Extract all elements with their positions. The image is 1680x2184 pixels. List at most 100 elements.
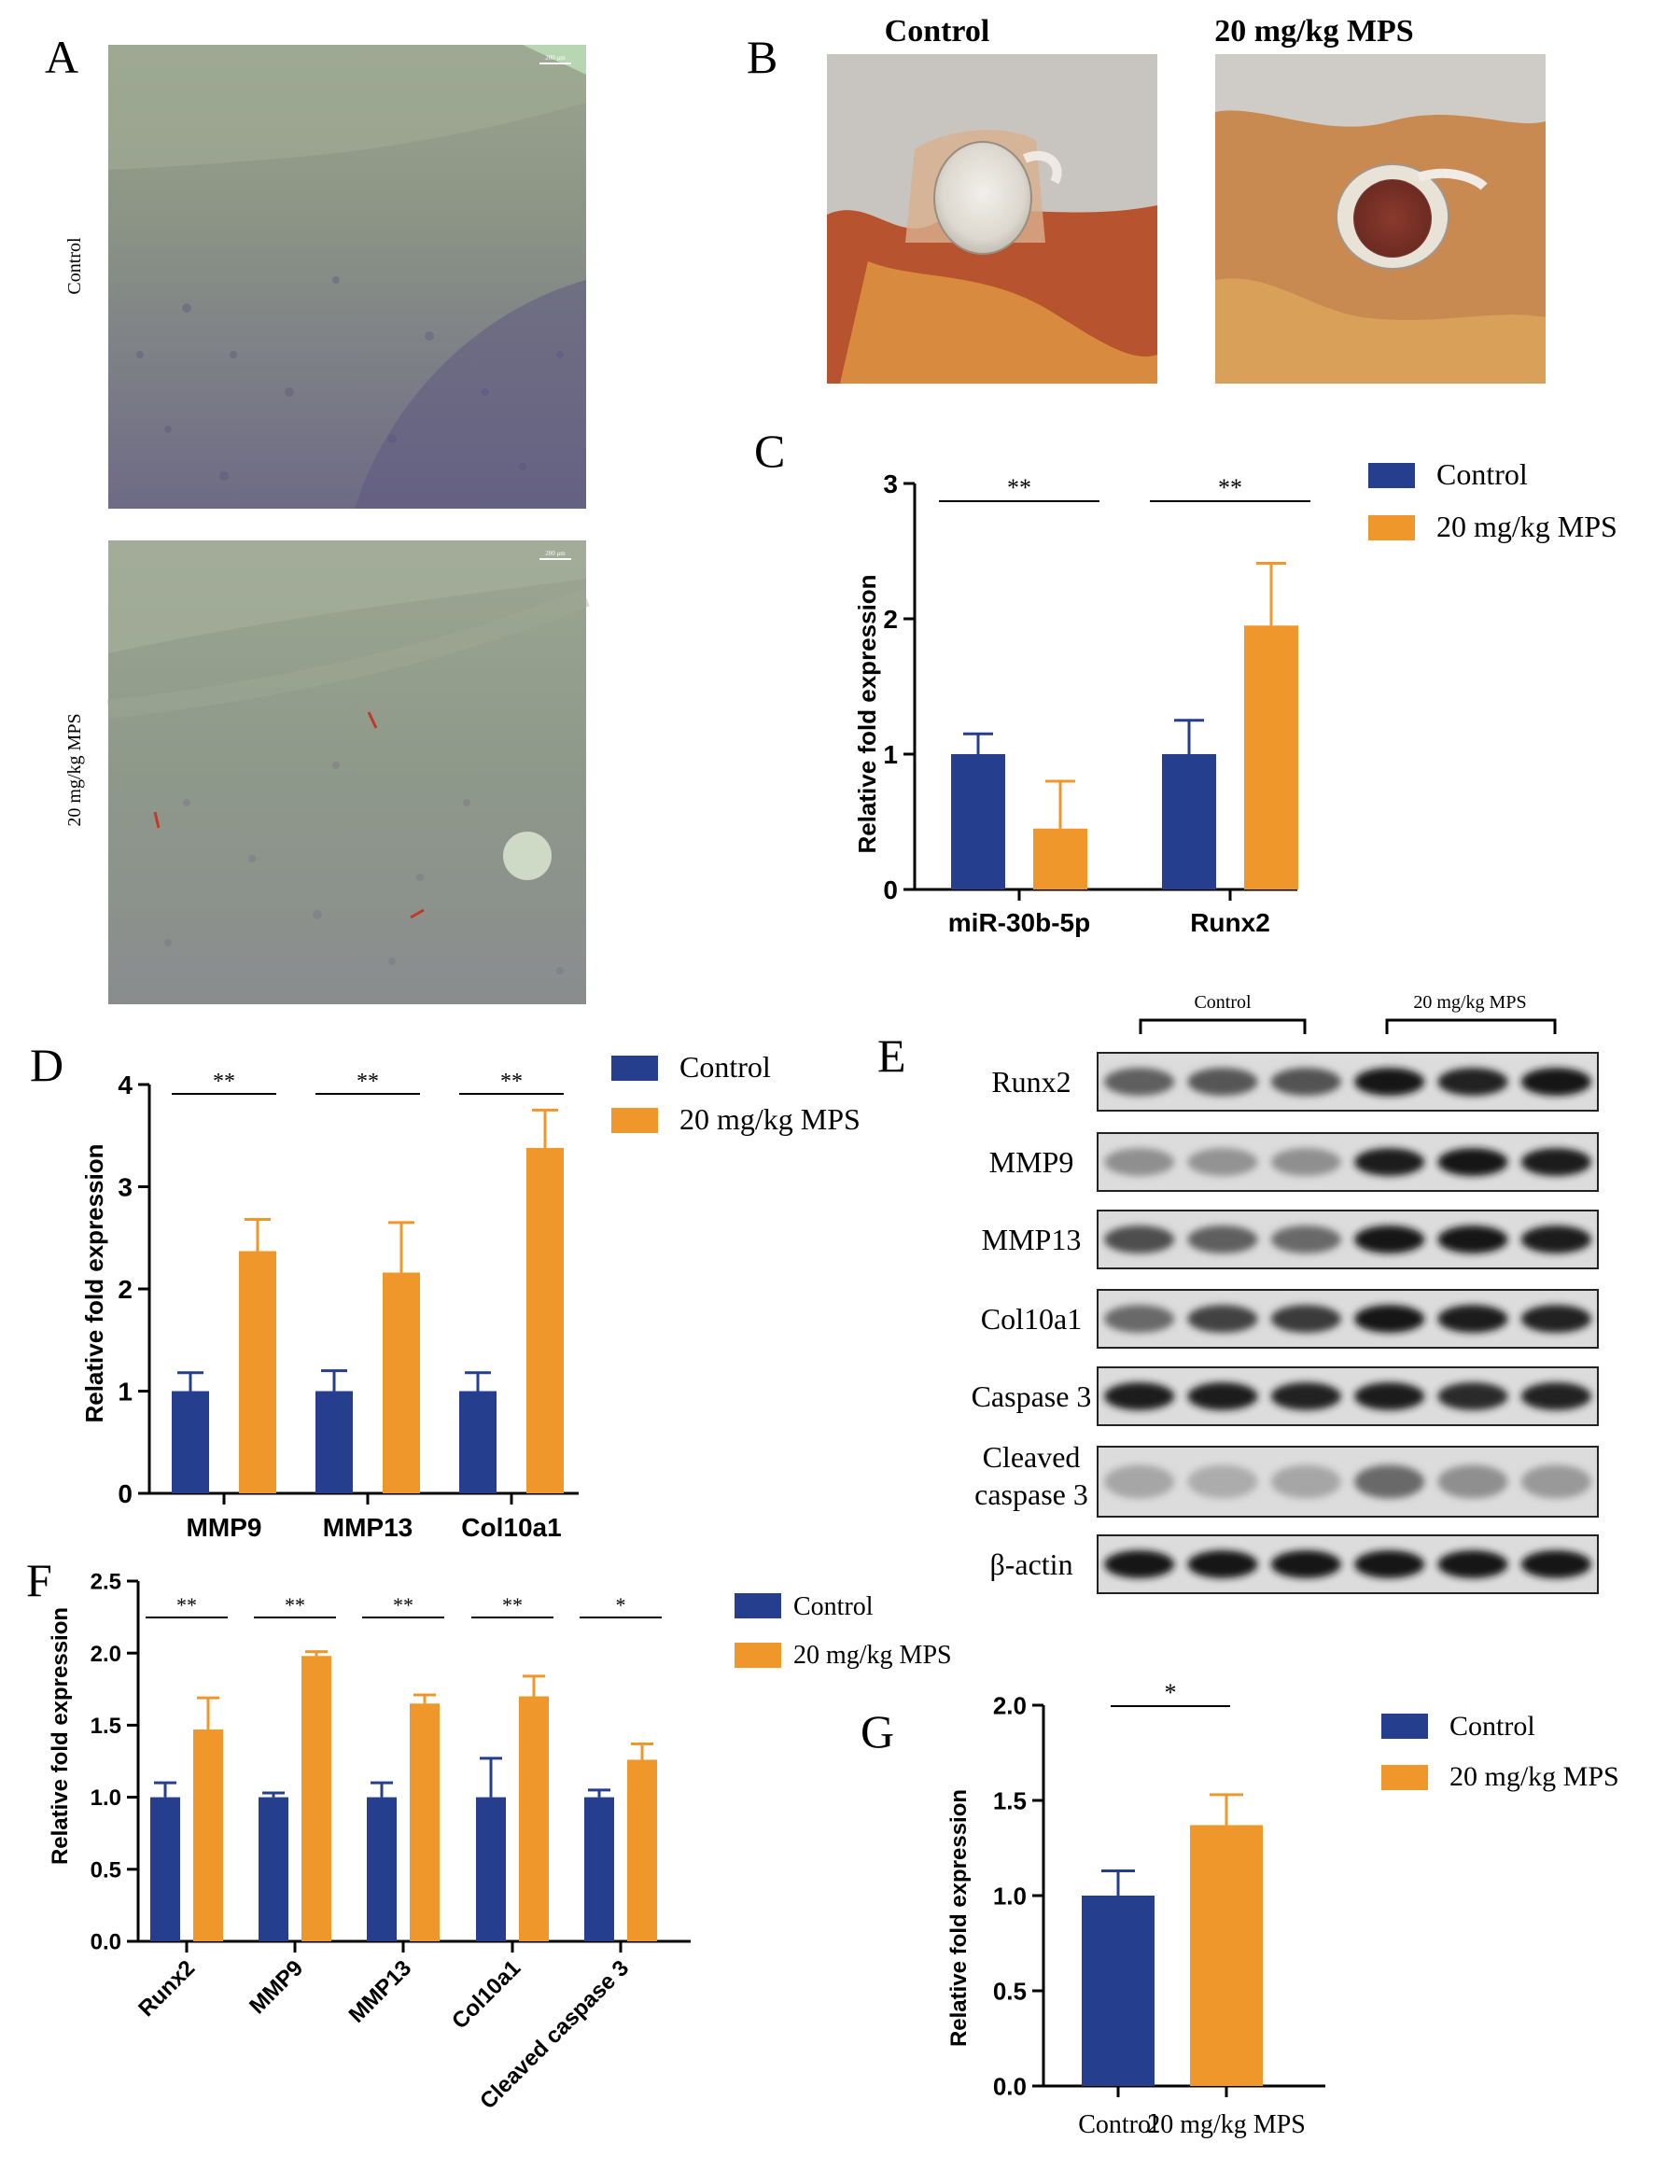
- chart-f-legend-swatch-mps: [735, 1643, 781, 1668]
- chart-f: Relative fold expression Control 20 mg/k…: [48, 1570, 952, 2115]
- blot-bracket-mps: [1385, 1018, 1557, 1034]
- panel-a: 200 μm 200 μm Control 20 mg/kg MPS: [64, 45, 590, 1004]
- chart-d-legend-label-mps: 20 mg/kg MPS: [679, 1102, 861, 1136]
- chart-d-category-label: Col10a1: [461, 1513, 561, 1542]
- chart-g-legend: Control 20 mg/kg MPS: [1381, 1711, 1619, 1792]
- chart-c-ylabel: Relative fold expression: [853, 574, 881, 853]
- chart-f-legend: Control 20 mg/kg MPS: [735, 1592, 952, 1670]
- blot-membrane: [1097, 1366, 1599, 1426]
- chart-f-bar-mps: [519, 1696, 549, 1941]
- chart-g-ytick-label: 1.0: [993, 1882, 1027, 1910]
- blot-band: [1354, 1225, 1425, 1253]
- photo-title-mps: 20 mg/kg MPS: [1214, 14, 1413, 49]
- chart-f-significance-mark: **: [176, 1593, 197, 1617]
- blot-row: Runx2: [991, 1052, 1599, 1112]
- chart-f-category-label: MMP13: [344, 1955, 417, 2028]
- blot-band: [1354, 1464, 1425, 1499]
- blot-band: [1437, 1305, 1508, 1333]
- blot-row: Col10a1: [981, 1289, 1599, 1349]
- chart-d-ytick-label: 3: [118, 1173, 133, 1202]
- blot-band: [1187, 1550, 1258, 1578]
- blot-membrane: [1097, 1534, 1599, 1594]
- panel-label-e: E: [877, 1029, 906, 1082]
- blot-band: [1437, 1225, 1508, 1253]
- blot-membrane: [1097, 1052, 1599, 1112]
- blot-band: [1354, 1068, 1425, 1096]
- blot-membrane: [1097, 1132, 1599, 1192]
- histology-label-mps: 20 mg/kg MPS: [64, 713, 85, 826]
- blot-band: [1104, 1068, 1175, 1096]
- blot-band: [1187, 1225, 1258, 1253]
- blot-row-label: caspase 3: [974, 1477, 1088, 1511]
- panel-label-d: D: [30, 1039, 63, 1091]
- chart-f-legend-label-mps: 20 mg/kg MPS: [793, 1641, 952, 1670]
- blot-row-label: MMP13: [982, 1223, 1082, 1256]
- chart-d-legend-label-control: Control: [679, 1050, 771, 1084]
- panel-label-f: F: [26, 1554, 52, 1606]
- chart-d-bar-control: [459, 1391, 497, 1493]
- scale-text-control: 200 μm: [545, 54, 566, 62]
- red-arrow-1: [367, 711, 378, 729]
- chart-g-category-label: Control: [1078, 2110, 1158, 2139]
- blot-band: [1187, 1382, 1258, 1410]
- chart-g-bar-control: [1082, 1896, 1155, 2086]
- chart-c-ytick-label: 1: [883, 740, 898, 769]
- chart-f-significance-mark: **: [393, 1593, 413, 1617]
- chart-d-ytick-label: 4: [118, 1071, 133, 1099]
- chart-g-ytick-label: 0.0: [993, 2072, 1027, 2100]
- blot-row-label: MMP9: [989, 1145, 1074, 1179]
- chart-f-bar-control: [367, 1797, 397, 1941]
- chart-c-significance-mark: **: [1218, 474, 1242, 501]
- chart-f-bar-control: [584, 1797, 614, 1941]
- blot-band: [1270, 1550, 1341, 1578]
- chart-d-bar-control: [315, 1391, 353, 1493]
- chart-f-significance-mark: **: [285, 1593, 305, 1617]
- chart-c-legend-label-mps: 20 mg/kg MPS: [1436, 510, 1617, 543]
- chart-f-category-label: Runx2: [133, 1955, 200, 2022]
- blot-band: [1520, 1068, 1591, 1096]
- blot-band: [1437, 1068, 1508, 1096]
- blot-band: [1270, 1305, 1341, 1333]
- blot-row: β-actin: [989, 1534, 1599, 1594]
- blot-band: [1104, 1550, 1175, 1578]
- lesion-spot: [503, 832, 552, 880]
- chart-g-significance-mark: *: [1165, 1679, 1177, 1706]
- histology-texture-mps: [164, 762, 564, 974]
- blot-band: [1270, 1068, 1341, 1096]
- chart-f-ylabel: Relative fold expression: [48, 1607, 73, 1865]
- blot-row: MMP13: [982, 1210, 1599, 1269]
- chart-g-category-label: 20 mg/kg MPS: [1147, 2110, 1306, 2139]
- chart-c-category-label: Runx2: [1190, 908, 1270, 937]
- chart-f-ytick-label: 0.0: [91, 1930, 121, 1955]
- chart-f-ytick-label: 1.5: [91, 1714, 121, 1739]
- chart-f-category-label: MMP9: [245, 1955, 308, 2019]
- chart-f-ytick-label: 2.0: [91, 1642, 121, 1667]
- chart-d-significance-mark: **: [357, 1070, 379, 1094]
- blot-band: [1187, 1305, 1258, 1333]
- panel-label-a: A: [45, 31, 78, 83]
- chart-d-bar-control: [172, 1391, 209, 1493]
- chart-c-bar-control: [1162, 754, 1216, 889]
- chart-f-bar-control: [259, 1797, 288, 1941]
- panel-label-g: G: [861, 1705, 894, 1757]
- chart-d-significance-mark: **: [500, 1070, 523, 1094]
- chart-f-bar-mps: [410, 1703, 440, 1941]
- blot-band: [1104, 1148, 1175, 1176]
- blot-band: [1354, 1382, 1425, 1410]
- panel-e: Control 20 mg/kg MPS Runx2 MMP9 MMP13 Col10…: [972, 992, 1599, 1594]
- blot-band: [1270, 1382, 1341, 1410]
- red-arrow-3: [410, 908, 425, 919]
- chart-d-legend: Control 20 mg/kg MPS: [611, 1050, 861, 1136]
- chart-f-legend-swatch-control: [735, 1593, 781, 1618]
- chart-d-bar-mps: [526, 1147, 564, 1493]
- blot-row: Caspase 3: [972, 1366, 1599, 1426]
- blot-band: [1104, 1225, 1175, 1253]
- blot-band: [1437, 1148, 1508, 1176]
- chart-c-legend: Control 20 mg/kg MPS: [1368, 457, 1617, 543]
- blot-band: [1437, 1464, 1508, 1499]
- blot-row-label: β-actin: [989, 1547, 1072, 1581]
- blot-band: [1520, 1382, 1591, 1410]
- blot-membrane: [1097, 1289, 1599, 1349]
